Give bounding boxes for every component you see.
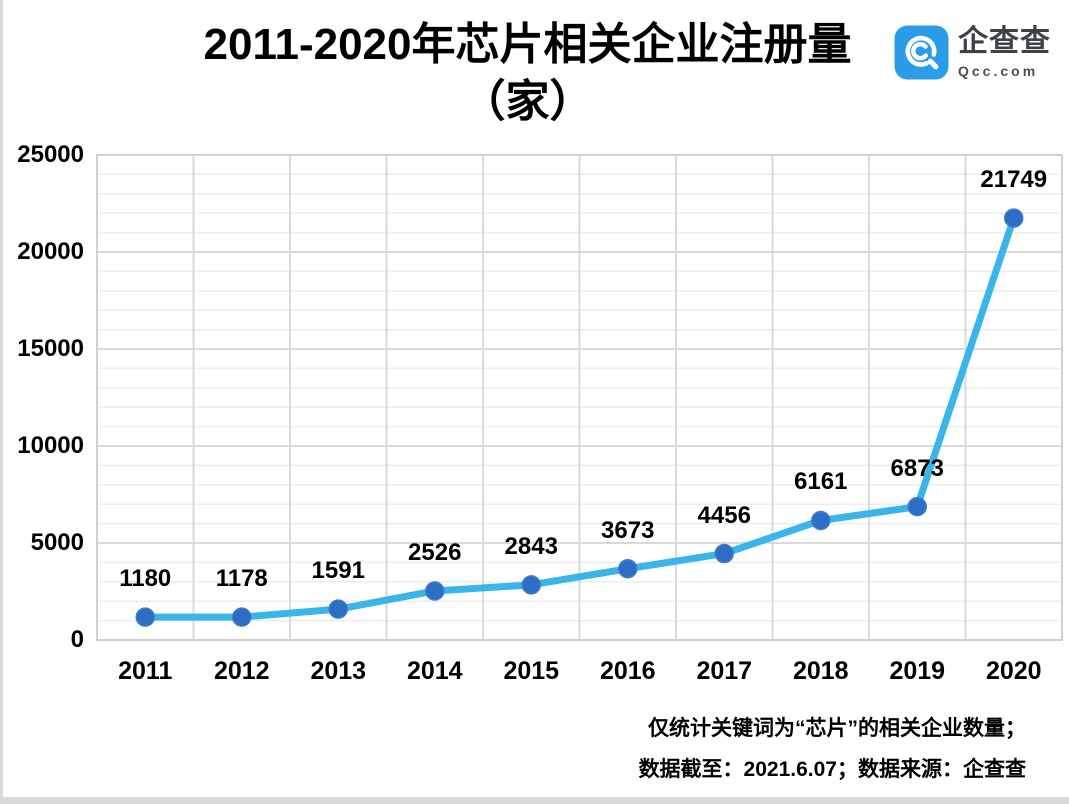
chart-card	[3, 0, 1069, 797]
footnote-line1: 仅统计关键词为“芯片”的相关企业数量；	[648, 717, 1026, 740]
x-axis-label-2012: 2012	[213, 657, 270, 685]
x-axis-label-2019: 2019	[889, 657, 946, 685]
data-point-2011	[135, 607, 155, 627]
data-point-2020	[1004, 208, 1024, 228]
qcc-logo-icon	[894, 25, 949, 85]
y-axis-label-20000: 20000	[17, 238, 84, 265]
x-axis-label-2013: 2013	[310, 657, 367, 685]
qcc-logo-domain: Qcc.com	[958, 62, 1039, 79]
x-axis-label-2011: 2011	[118, 657, 173, 685]
series-line	[141, 214, 1018, 621]
x-axis-label-2014: 2014	[406, 657, 463, 685]
data-label-2011: 1180	[119, 565, 172, 593]
x-axis-label-2016: 2016	[599, 657, 656, 685]
qcc-logo: 企查查 Qcc.com	[894, 25, 1051, 85]
data-label-2020: 21749	[980, 166, 1048, 194]
qcc-logo-text: 企查查 Qcc.com	[958, 25, 1051, 79]
y-axis-label-5000: 5000	[30, 529, 84, 556]
data-point-2018	[811, 510, 831, 531]
data-label-2012: 1178	[215, 565, 268, 593]
x-axis-label-2015: 2015	[503, 657, 560, 685]
y-axis-label-15000: 15000	[17, 335, 84, 362]
data-label-2013: 1591	[311, 557, 365, 585]
data-point-2013	[328, 599, 348, 619]
x-axis-label-2020: 2020	[985, 657, 1042, 685]
data-label-2014: 2526	[408, 538, 462, 566]
chart-title-line1: 2011-2020年芯片相关企业注册量	[203, 20, 852, 69]
chart-footnote: 仅统计关键词为“芯片”的相关企业数量； 数据截至：2021.6.07；数据来源：…	[639, 708, 1026, 790]
x-axis-label-2017: 2017	[696, 657, 753, 685]
qcc-logo-name: 企查查	[958, 25, 1051, 58]
data-label-2017: 4456	[697, 501, 751, 529]
y-axis-label-0: 0	[70, 626, 84, 653]
data-label-2016: 3673	[601, 516, 655, 544]
data-label-2015: 2843	[504, 532, 558, 560]
data-point-2012	[232, 607, 252, 627]
plot-border	[96, 154, 1063, 641]
data-point-2016	[618, 558, 638, 579]
y-axis-label-25000: 25000	[17, 141, 84, 168]
data-point-2014	[425, 581, 445, 601]
x-axis-label-2018: 2018	[792, 657, 849, 685]
data-label-2019: 6873	[890, 454, 944, 482]
chart-title: 2011-2020年芯片相关企业注册量 （家）	[0, 16, 1055, 130]
data-point-2015	[521, 575, 541, 595]
y-axis-label-10000: 10000	[17, 432, 84, 459]
data-point-2019	[907, 496, 927, 517]
data-point-2017	[714, 543, 734, 564]
footnote-line2: 数据截至：2021.6.07；数据来源：企查查	[638, 758, 1026, 781]
data-label-2018: 6161	[794, 468, 848, 496]
chart-title-line2: （家）	[461, 77, 594, 127]
